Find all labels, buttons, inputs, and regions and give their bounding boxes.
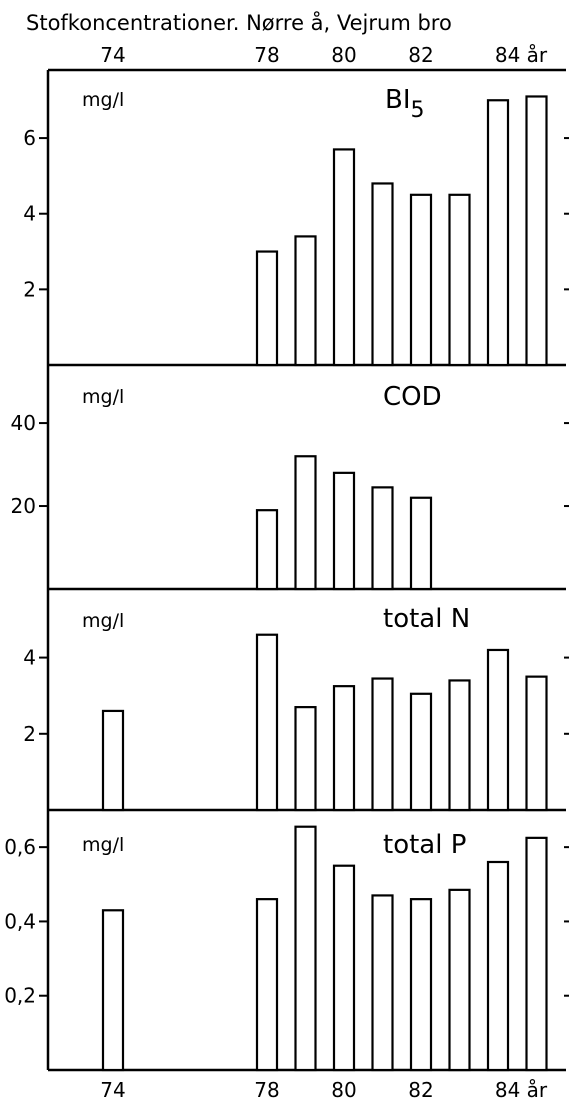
bar <box>101 909 125 1072</box>
y-tick-label: 4 <box>23 646 36 670</box>
y-tick-label: 2 <box>23 277 36 301</box>
bar <box>525 836 548 1072</box>
bar <box>332 148 356 367</box>
chart-title: Stofkoncentrationer. Nørre å, Vejrum bro <box>26 10 452 35</box>
bar <box>332 864 356 1072</box>
bar <box>448 888 471 1072</box>
bar <box>409 692 433 812</box>
bottom-x-tick-label: 80 <box>331 1078 356 1102</box>
bar <box>255 250 279 367</box>
unit-label: mg/l <box>82 386 124 408</box>
bar <box>294 706 317 812</box>
bar <box>409 898 433 1072</box>
y-tick-label: 20 <box>11 494 36 518</box>
top-x-tick-label: 74 <box>100 43 125 67</box>
bottom-x-tick-label: 82 <box>408 1078 433 1102</box>
bar <box>448 193 471 367</box>
y-tick-label: 0,4 <box>4 909 36 933</box>
top-x-tick-label: 78 <box>254 43 279 67</box>
bar <box>448 679 471 812</box>
bar <box>255 633 279 812</box>
bottom-x-tick-label: 74 <box>100 1078 125 1102</box>
bar <box>255 509 279 591</box>
bar <box>332 471 356 591</box>
y-tick-label: 4 <box>23 202 36 226</box>
unit-label: mg/l <box>82 610 124 632</box>
bar <box>332 685 356 812</box>
unit-label: mg/l <box>82 89 124 111</box>
bar <box>255 898 279 1072</box>
bar <box>294 235 317 367</box>
bar <box>371 677 394 812</box>
bottom-x-tick-label: 84 år <box>495 1078 548 1102</box>
bar <box>409 193 433 367</box>
bar <box>409 496 433 591</box>
series-name: total N <box>383 604 470 634</box>
bar <box>486 648 510 812</box>
bar <box>371 894 394 1072</box>
series-name: COD <box>383 382 442 412</box>
bar <box>525 95 548 367</box>
y-tick-label: 0,6 <box>4 835 36 859</box>
y-tick-label: 40 <box>11 411 36 435</box>
top-x-tick-label: 84 år <box>495 43 548 67</box>
bar <box>371 486 394 591</box>
series-name: BI5 <box>385 85 425 123</box>
top-x-tick-label: 80 <box>331 43 356 67</box>
y-tick-label: 0,2 <box>4 984 36 1008</box>
bottom-x-tick-label: 78 <box>254 1078 279 1102</box>
y-tick-label: 6 <box>23 126 36 150</box>
bar <box>371 182 394 367</box>
bar <box>294 825 317 1072</box>
bar <box>525 675 548 812</box>
bar <box>294 455 317 591</box>
bar <box>486 860 510 1072</box>
series-name: total P <box>383 830 466 860</box>
y-tick-label: 2 <box>23 722 36 746</box>
bar <box>486 99 510 367</box>
unit-label: mg/l <box>82 834 124 856</box>
top-x-tick-label: 82 <box>408 43 433 67</box>
bar <box>101 709 125 812</box>
